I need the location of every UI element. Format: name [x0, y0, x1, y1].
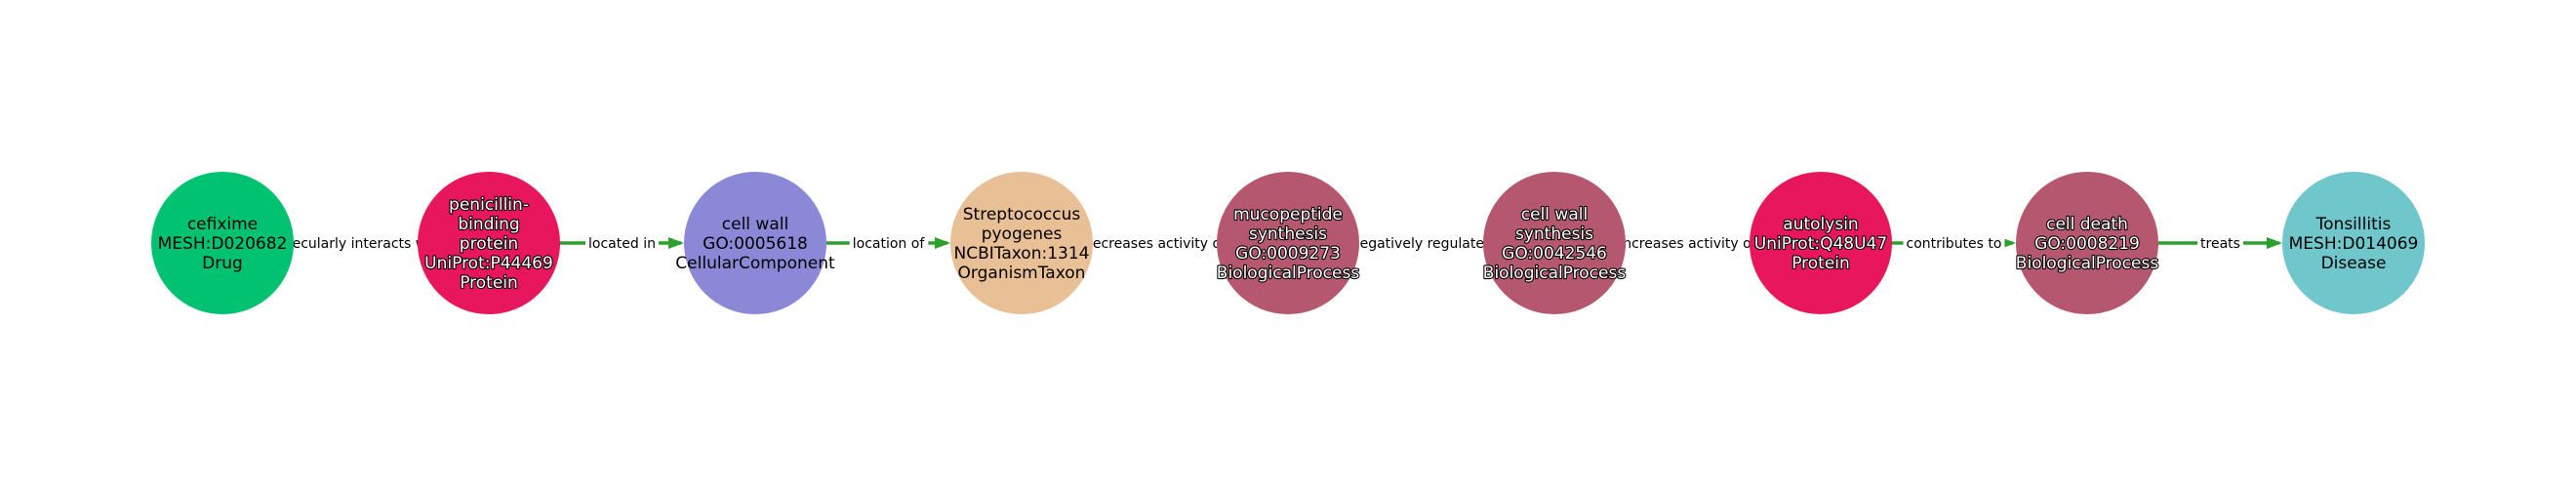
node-circle — [1217, 172, 1359, 314]
node-circle — [151, 172, 294, 314]
edge: molecularly interacts with — [222, 235, 448, 253]
node-label-line: cell death — [2046, 215, 2128, 234]
node-circle — [1483, 172, 1626, 314]
node-label-line: binding — [458, 215, 519, 234]
edge-label-background — [849, 235, 929, 253]
node-circle — [1750, 172, 1892, 314]
node-circle — [684, 172, 826, 314]
edge-label: decreases activity of — [1084, 236, 1227, 252]
node-label-line: cefixime — [187, 215, 258, 234]
edge-label-background — [1348, 235, 1495, 253]
node-label-line: protein — [460, 234, 518, 254]
node[interactable]: cell wallsynthesisGO:0042546BiologicalPr… — [1482, 172, 1627, 314]
edge-label: molecularly interacts with — [267, 236, 445, 252]
edge-label: located in — [588, 236, 656, 252]
node-label-line: GO:0009273 — [1235, 244, 1341, 264]
edge-label-background — [1903, 235, 2005, 253]
edge-label-background — [585, 235, 659, 253]
edge-label-background — [1080, 235, 1230, 253]
edge-arrowhead — [668, 237, 684, 249]
node-label-line: mucopeptide — [1233, 205, 1343, 224]
edge-label: location of — [853, 236, 926, 252]
node-label-line: MESH:D014069 — [2289, 234, 2419, 254]
node-label-line: GO:0008219 — [2034, 234, 2140, 254]
node-label-line: Protein — [460, 273, 518, 293]
node-label-line: cell wall — [1521, 205, 1588, 224]
node-circle — [418, 172, 560, 314]
edges-layer: molecularly interacts with located in loca… — [222, 235, 2282, 253]
node-label-line: NCBITaxon:1314 — [954, 244, 1090, 264]
node-circle — [2282, 172, 2425, 314]
node-label-line: synthesis — [1515, 224, 1593, 244]
node-label-line: Protein — [1791, 254, 1850, 273]
node-label-line: cell wall — [722, 215, 788, 234]
node-label-line: OrganismTaxon — [958, 264, 1086, 283]
edge: location of — [755, 235, 950, 253]
node-label-line: penicillin- — [449, 195, 529, 215]
edge-label: increases activity of — [1619, 236, 1756, 252]
edge-label: negatively regulates — [1351, 236, 1492, 252]
node-label-line: MESH:D020682 — [158, 234, 288, 254]
node-label-line: Streptococcus — [963, 205, 1081, 224]
node-circle — [2016, 172, 2158, 314]
node-label-line: GO:0005618 — [703, 234, 808, 254]
node-label-line: GO:0042546 — [1502, 244, 1607, 264]
edge-arrowhead — [2267, 237, 2282, 249]
node-label-line: UniProt:Q48U47 — [1754, 234, 1887, 254]
node-label-line: CellularComponent — [675, 254, 835, 273]
edge-label: contributes to — [1907, 236, 2002, 252]
node-label-line: pyogenes — [982, 224, 1063, 244]
node-label-line: UniProt:P44469 — [424, 254, 553, 273]
edge-label-background — [2197, 235, 2243, 253]
node[interactable]: mucopeptidesynthesisGO:0009273Biological… — [1216, 172, 1360, 314]
edge-label: treats — [2200, 236, 2240, 252]
node-circle — [950, 172, 1093, 314]
node-label-line: Tonsillitis — [2315, 215, 2392, 234]
edge-label-background — [263, 235, 448, 253]
node-label-line: synthesis — [1249, 224, 1327, 244]
node-label-line: autolysin — [1783, 215, 1858, 234]
node-label-line: BiologicalProcess — [1483, 264, 1627, 283]
node-label-line: BiologicalProcess — [2016, 254, 2159, 273]
node-label-line: Drug — [202, 254, 243, 273]
edge-arrowhead — [935, 237, 950, 249]
edge-label-background — [1616, 235, 1760, 253]
node-label-line: BiologicalProcess — [1217, 264, 1360, 283]
node-label-line: Disease — [2321, 254, 2387, 273]
node[interactable]: penicillin-bindingproteinUniProt:P44469P… — [418, 172, 560, 314]
node[interactable]: StreptococcuspyogenesNCBITaxon:1314Organ… — [950, 172, 1093, 314]
